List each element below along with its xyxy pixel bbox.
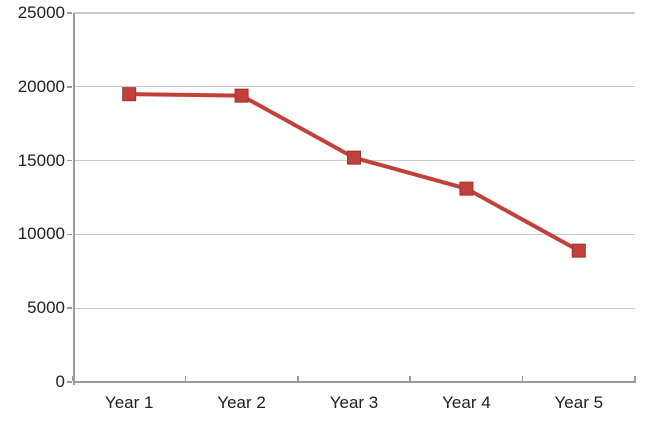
data-point-marker-year-1: [122, 87, 137, 102]
x-axis-category-label: Year 4: [442, 393, 491, 412]
y-axis-tick-label: 10000: [17, 224, 65, 244]
data-point-marker-year-5: [571, 243, 586, 258]
data-line: [129, 92, 580, 253]
data-point-marker-year-4: [459, 181, 474, 196]
y-axis-tick-label: 20000: [17, 76, 65, 96]
data-point-marker-year-3: [347, 150, 361, 165]
x-axis-category-label: Year 5: [554, 393, 604, 412]
y-axis-tick-label: 25000: [17, 3, 65, 22]
x-axis-category-label: Year 3: [329, 393, 379, 412]
data-point-marker-year-2: [234, 88, 249, 103]
y-axis-tick-label: 15000: [17, 150, 65, 170]
x-axis-category-label: Year 1: [104, 393, 154, 412]
y-axis-tick-label: 5000: [27, 298, 65, 318]
x-axis-category-label: Year 2: [217, 393, 266, 412]
y-axis-tick-label: 0: [55, 372, 65, 391]
